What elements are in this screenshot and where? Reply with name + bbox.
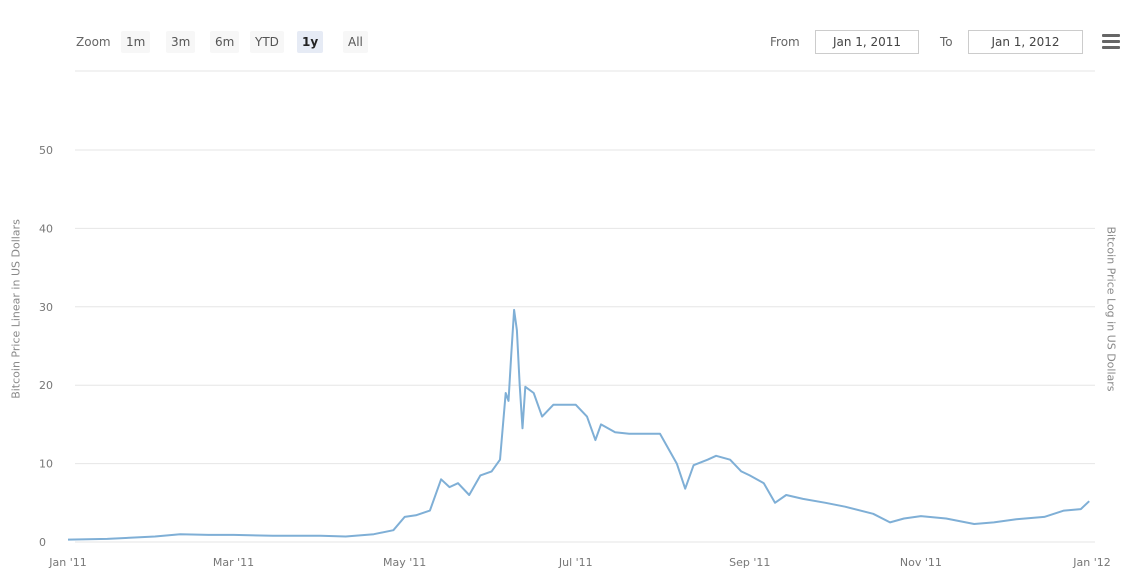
to-date-input[interactable] <box>968 30 1083 54</box>
zoom-ytd-button[interactable]: YTD <box>250 31 284 53</box>
zoom-3m-button[interactable]: 3m <box>166 31 196 53</box>
series-group <box>67 308 1090 541</box>
zoom-all-button[interactable]: All <box>343 31 368 53</box>
x-tick-label-6: Jan '12 <box>1072 556 1110 569</box>
from-label: From <box>770 35 800 49</box>
range-selector-toolbar: Zoom 1m 3m 6m YTD 1y All From To <box>0 0 1125 80</box>
from-date-input[interactable] <box>815 30 919 54</box>
zoom-6m-button[interactable]: 6m <box>210 31 240 53</box>
x-tick-label-0: Jan '11 <box>48 556 86 569</box>
y-tick-label-10: 10 <box>39 458 53 471</box>
to-label: To <box>940 35 953 49</box>
x-tick-label-4: Sep '11 <box>729 556 770 569</box>
grid-lines <box>75 149 1095 543</box>
hamburger-menu-icon[interactable] <box>1102 34 1120 50</box>
y-tick-label-40: 40 <box>39 222 53 235</box>
y-tick-labels: 0 10 20 30 40 50 <box>39 144 53 549</box>
x-tick-label-2: May '11 <box>383 556 426 569</box>
x-tick-label-3: Jul '11 <box>558 556 593 569</box>
zoom-1y-button[interactable]: 1y <box>297 31 324 53</box>
y-tick-label-30: 30 <box>39 301 53 314</box>
y-tick-label-50: 50 <box>39 144 53 157</box>
x-tick-label-5: Nov '11 <box>900 556 942 569</box>
zoom-label: Zoom <box>76 35 111 49</box>
y-tick-label-0: 0 <box>39 536 46 549</box>
y-tick-label-20: 20 <box>39 379 53 392</box>
x-tick-labels: Jan '11 Mar '11 May '11 Jul '11 Sep '11 Nov '… <box>48 556 1110 569</box>
x-tick-label-1: Mar '11 <box>213 556 254 569</box>
zoom-1m-button[interactable]: 1m <box>121 31 151 53</box>
series-line-0 <box>67 308 1090 541</box>
